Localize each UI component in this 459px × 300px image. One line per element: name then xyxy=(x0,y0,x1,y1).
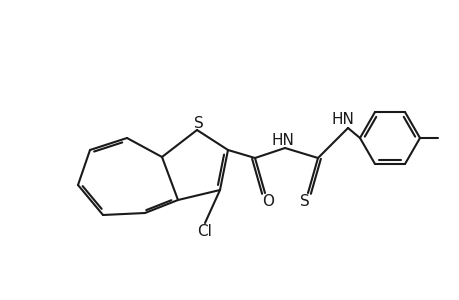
Text: O: O xyxy=(262,194,274,208)
Text: S: S xyxy=(299,194,309,209)
Text: HN: HN xyxy=(271,133,294,148)
Text: Cl: Cl xyxy=(197,224,212,238)
Text: S: S xyxy=(194,116,203,130)
Text: HN: HN xyxy=(331,112,354,127)
